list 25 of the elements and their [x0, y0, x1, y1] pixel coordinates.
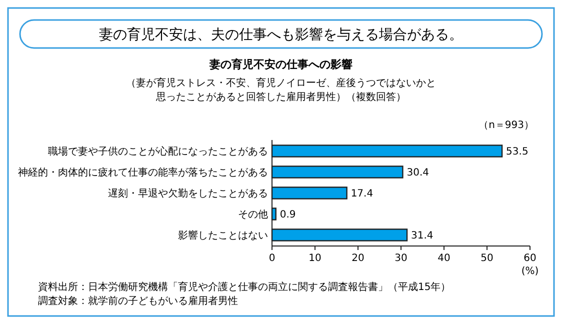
data-label: 17.4 — [350, 188, 374, 200]
x-tick-label: 30 — [394, 253, 408, 264]
text: （妻が育児ストレス・不安、育児ノイローゼ、産後うつではないかと — [126, 77, 436, 89]
x-tick-label: 20 — [352, 253, 364, 264]
text: 調査対象：就学前の子どもがいる雇用者男性 — [38, 295, 238, 307]
y-tick-label: 影響したことはない — [178, 229, 268, 242]
data-label: 31.4 — [411, 230, 434, 242]
text: （n＝993） — [478, 120, 534, 131]
y-tick-label: その他 — [238, 208, 268, 220]
data-label: 0.9 — [280, 209, 296, 220]
data-label: 30.4 — [406, 168, 429, 179]
x-tick-label: 10 — [308, 253, 322, 264]
text: 思ったことがあると回答した雇用者男性）（複数回答） — [155, 91, 406, 103]
y-tick-label: 神経的・肉体的に疲れて仕事の能率が落ちたことがある — [18, 166, 268, 179]
text: 資料出所：日本労働研究機構「育児や介護と仕事の両立に関する調査報告書」（平成15年） — [38, 281, 451, 293]
x-tick-label: 50 — [480, 253, 494, 264]
y-tick-label: 職場で妻や子供のことが心配になったことがある — [48, 146, 268, 158]
data-label: 53.5 — [506, 146, 528, 158]
x-tick-label: 0 — [268, 253, 276, 264]
x-tick-label: 40 — [438, 253, 450, 264]
y-tick-label: 遅刻・早退や欠勤をしたことがある — [108, 188, 268, 200]
chart-subtitle: 妻の育児不安の仕事への影響 — [208, 58, 352, 71]
x-tick-label: 60 — [524, 253, 536, 264]
x-axis-title: (%) — [521, 266, 539, 277]
chart-title: 妻の育児不安は、夫の仕事へも影響を与える場合がある。 — [99, 26, 463, 43]
